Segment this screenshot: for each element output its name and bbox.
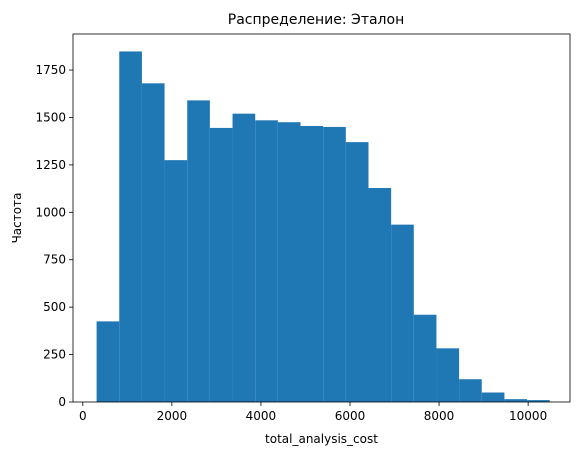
- histogram-bar: [345, 142, 369, 402]
- histogram-bars: [96, 51, 550, 403]
- histogram-bar: [368, 188, 392, 402]
- y-tick-label: 1000: [35, 205, 66, 219]
- x-tick-label: 6000: [335, 409, 366, 423]
- y-axis-label: Частота: [10, 193, 24, 244]
- x-tick-label: 10000: [509, 409, 547, 423]
- histogram-bar: [119, 51, 142, 403]
- plot-frame: [72, 33, 571, 403]
- histogram-bar: [232, 113, 256, 402]
- histogram-bar: [141, 83, 165, 403]
- histogram-bar: [391, 224, 414, 402]
- y-tick-label: 750: [43, 253, 66, 267]
- x-tick-label: 8000: [424, 409, 455, 423]
- histogram-bar: [255, 120, 278, 403]
- histogram-bar: [209, 127, 233, 402]
- x-axis-label: total_analysis_cost: [265, 432, 378, 446]
- y-tick-label: 500: [43, 300, 66, 314]
- histogram-bar: [323, 126, 346, 402]
- histogram-bar: [413, 314, 437, 402]
- y-tick-label: 250: [43, 348, 66, 362]
- histogram-bar: [481, 392, 505, 402]
- x-tick-label: 2000: [157, 409, 188, 423]
- histogram-bar: [527, 400, 550, 402]
- chart-title: Распределение: Эталон: [228, 12, 404, 28]
- y-tick-label: 0: [58, 395, 66, 409]
- histogram-bar: [459, 379, 482, 402]
- y-tick-label: 1750: [35, 63, 66, 77]
- y-tick-label: 1500: [35, 110, 66, 124]
- histogram-bar: [164, 160, 188, 402]
- histogram-bar: [436, 348, 460, 402]
- y-axis-ticks: 0 250 500 750 1000 1250 1500 1750: [35, 63, 73, 409]
- histogram-bar: [187, 100, 210, 402]
- x-axis-ticks: 0 2000 4000 6000 8000 10000: [79, 402, 547, 423]
- x-tick-label: 4000: [246, 409, 277, 423]
- x-tick-label: 0: [79, 409, 87, 423]
- histogram-bar: [277, 122, 301, 403]
- histogram-bar: [300, 126, 324, 402]
- histogram-bar: [96, 321, 120, 402]
- y-tick-label: 1250: [35, 158, 66, 172]
- histogram-bar: [504, 399, 528, 402]
